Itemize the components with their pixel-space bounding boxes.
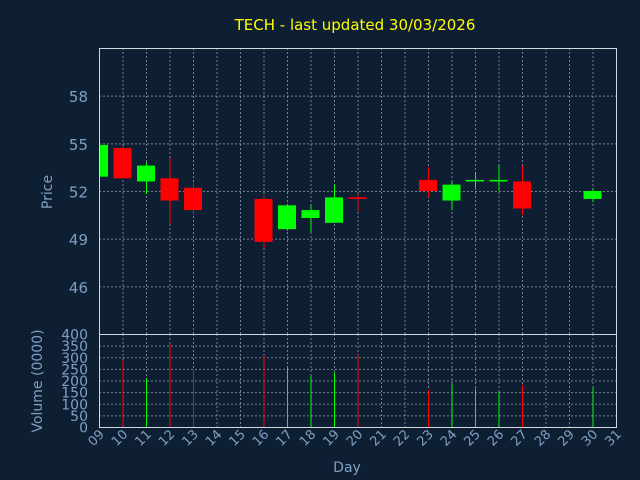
x-tick-label: 27 — [509, 427, 531, 449]
x-tick-label: 16 — [250, 427, 272, 449]
candle-body — [113, 148, 132, 179]
volume-tick-label: 400 — [61, 328, 88, 344]
candle-body — [160, 178, 179, 201]
x-tick-label: 24 — [438, 427, 460, 449]
chart-title: TECH - last updated 30/03/2026 — [234, 16, 476, 34]
day-tick-labels: 09 10 11 12 13 14 15 16 17 18 19 20 21 22 23 24 25 26 27 28… — [86, 427, 625, 449]
candle-body — [137, 165, 155, 182]
x-axis-label: Day — [333, 460, 361, 476]
candle-body — [489, 179, 508, 182]
x-tick-label: 13 — [180, 427, 202, 449]
x-tick-label: 23 — [415, 427, 437, 449]
volume-tick-label: 200 — [61, 374, 88, 390]
x-tick-label: 19 — [321, 427, 343, 449]
x-tick-label: 14 — [203, 427, 225, 449]
x-tick-label: 11 — [133, 427, 155, 449]
volume-tick-label: 300 — [61, 351, 88, 367]
price-tick-label: 49 — [69, 231, 88, 249]
price-tick-label: 55 — [69, 136, 88, 154]
x-tick-label: 10 — [109, 427, 131, 449]
plot-frames — [99, 48, 617, 428]
candle-body — [99, 144, 108, 177]
x-tick-label: 29 — [556, 427, 578, 449]
x-tick-label: 15 — [227, 427, 249, 449]
x-tick-label: 17 — [274, 427, 296, 449]
volume-tick-label: 50 — [70, 409, 88, 425]
candle-body — [348, 197, 367, 199]
price-tick-label: 46 — [69, 279, 88, 297]
candle-body — [466, 179, 484, 182]
price-tick-label: 52 — [69, 184, 88, 202]
volume-bars-layer — [122, 343, 594, 427]
candle-body — [325, 197, 343, 223]
candle-body — [442, 184, 461, 201]
x-tick-label: 31 — [603, 427, 625, 449]
candle-body — [301, 210, 320, 219]
x-tick-label: 26 — [485, 427, 507, 449]
x-tick-label: 28 — [532, 427, 554, 449]
x-tick-label: 20 — [344, 427, 366, 449]
volume-tick-label: 150 — [61, 386, 88, 402]
x-tick-label: 18 — [297, 427, 319, 449]
volume-tick-label: 250 — [61, 362, 88, 378]
price-tick-label: 58 — [69, 88, 88, 106]
candle-body — [583, 191, 602, 199]
candle-body — [184, 187, 202, 211]
volume-tick-label: 0 — [79, 421, 88, 437]
candle-body — [254, 198, 273, 242]
x-tick-label: 30 — [579, 427, 601, 449]
x-tick-label: 09 — [86, 427, 108, 449]
candle-body — [513, 181, 531, 209]
volume-axis-label: Volume (0000) — [30, 329, 46, 432]
x-tick-label: 12 — [156, 427, 178, 449]
candle-body — [419, 179, 437, 191]
price-tick-labels: 46 49 52 55 58 — [69, 88, 88, 297]
candles-layer — [99, 143, 602, 249]
x-tick-label: 21 — [368, 427, 390, 449]
x-tick-label: 25 — [462, 427, 484, 449]
x-tick-label: 22 — [391, 427, 413, 449]
volume-tick-label: 350 — [61, 339, 88, 355]
volume-tick-label: 100 — [61, 397, 88, 413]
volume-frame — [99, 334, 617, 428]
price-axis-label: Price — [40, 175, 56, 209]
candle-body — [278, 205, 296, 230]
